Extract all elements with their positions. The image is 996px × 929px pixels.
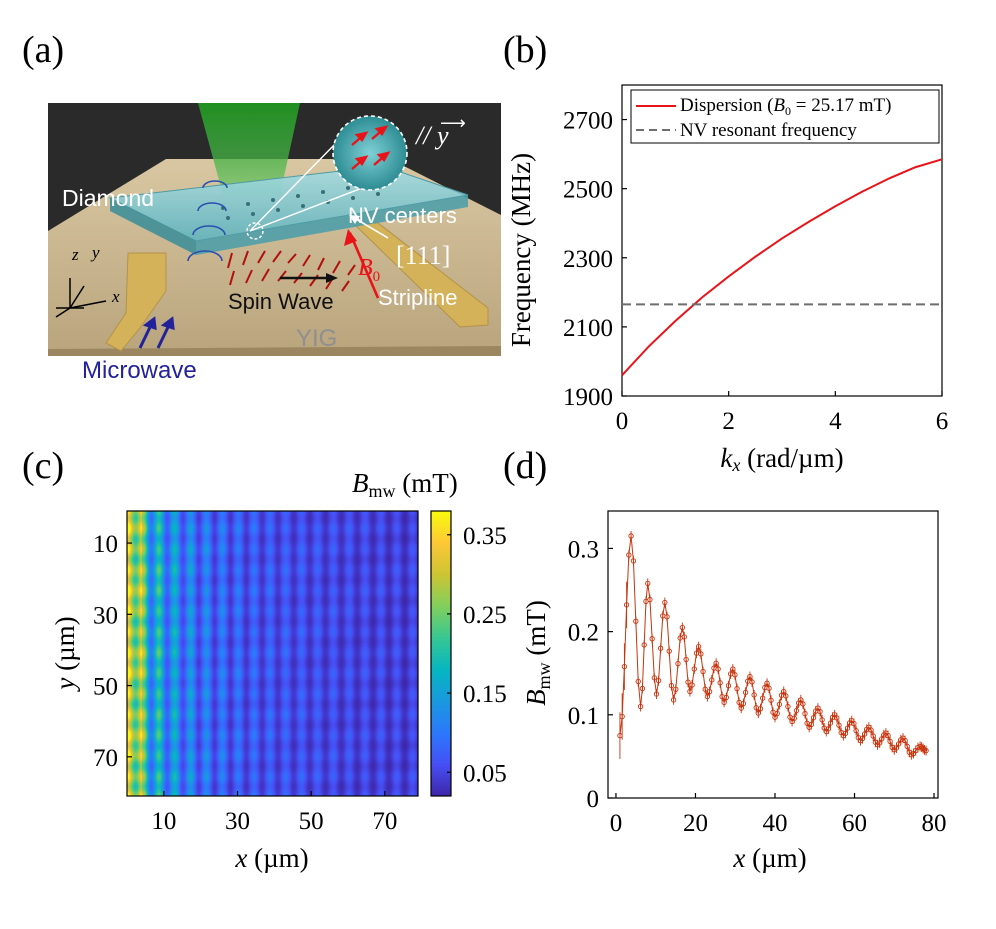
- chart-b-xtick-label: 0: [616, 408, 629, 435]
- label-microwave: Microwave: [82, 357, 197, 384]
- device-schematic: Diamond NV centers [111] B0 Spin Wave St…: [48, 103, 501, 356]
- dispersion-curve: [621, 158, 943, 376]
- panel-label-a: (a): [22, 29, 65, 71]
- legend-nv-label: NV resonant frequency: [680, 120, 857, 141]
- chart-b-legend: Dispersion (B0 = 25.17 mT) NV resonant f…: [630, 89, 940, 144]
- chart-b-ytick-label: 2500: [563, 177, 613, 204]
- laser-beam: [198, 103, 300, 195]
- label-diamond: Diamond: [62, 185, 155, 211]
- colorbar: [431, 511, 451, 796]
- label-b0: B0: [358, 255, 381, 285]
- label-spin-wave: Spin Wave: [228, 289, 334, 314]
- panel-label-d: (d): [503, 445, 548, 487]
- panel-label-b: (b): [503, 29, 548, 71]
- label-yig: YIG: [296, 325, 338, 352]
- chart-b-ytick-label: 1900: [563, 384, 613, 411]
- chart-b-plot-frame: [621, 84, 943, 397]
- axis-label-z: z: [72, 245, 79, 264]
- legend-dispersion-label: Dispersion (B0 = 25.17 mT): [680, 95, 891, 118]
- chart-b-ytick-label: 2700: [563, 108, 613, 135]
- microwave-input-arrows: [138, 316, 175, 349]
- label-nv-centers: NV centers: [348, 203, 457, 228]
- chart-b-xtick-label: 2: [722, 408, 735, 435]
- heatmap-bmw: [127, 511, 418, 796]
- chart-b-xlabel: kx (rad/µm): [720, 443, 843, 475]
- label-y-direction: // y: [416, 121, 449, 150]
- schematic-drawing: [48, 103, 501, 356]
- axis-label-y: y: [92, 243, 100, 262]
- label-axis-111: [111]: [396, 241, 451, 270]
- microwave-field-arcs: [187, 180, 228, 262]
- nv-axis-arrows: [351, 125, 391, 170]
- chart-b-xtick-label: 4: [829, 408, 842, 435]
- axis-label-x: x: [112, 287, 120, 306]
- chart-b-ylabel: Frequency (MHz): [506, 153, 536, 347]
- chart-b-xtick-label: 6: [936, 408, 949, 435]
- y-vector-arrow-icon: ⟶: [440, 113, 466, 133]
- stripline-left: [105, 252, 167, 352]
- label-stripline: Stripline: [378, 285, 458, 310]
- panel-label-c: (c): [22, 445, 65, 487]
- magnified-nv-bubble: [332, 115, 408, 191]
- chart-b-ytick-label: 2300: [563, 246, 613, 273]
- chart-b-ytick-label: 2100: [563, 315, 613, 342]
